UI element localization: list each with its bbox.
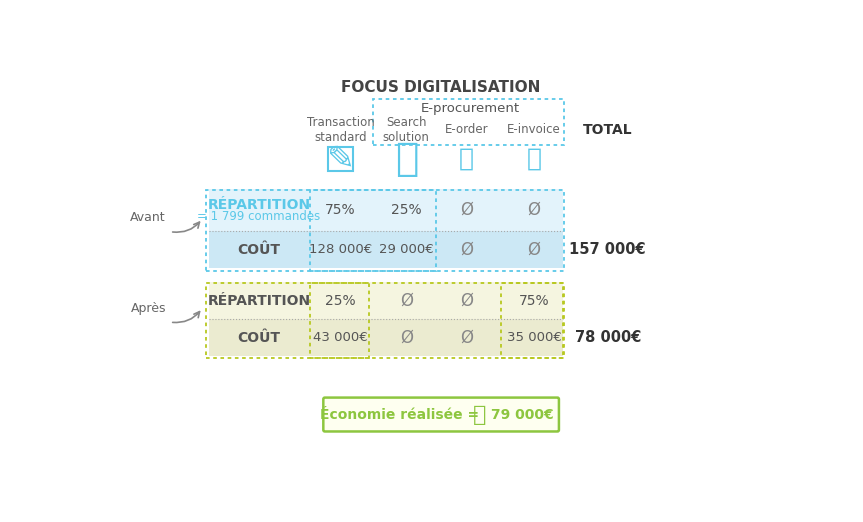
Bar [501,283,563,358]
Text: Ø: Ø [460,241,473,259]
Text: Ø: Ø [460,292,473,310]
Text: Search
solution: Search solution [383,116,430,144]
Text: ⌕: ⌕ [394,140,418,178]
Text: TOTAL: TOTAL [583,123,633,137]
Text: 75%: 75% [325,203,356,217]
Text: 35 000€: 35 000€ [507,331,562,344]
Bar [209,319,563,356]
Text: 25%: 25% [391,203,421,217]
Text: = 1 799 commandes: = 1 799 commandes [198,210,321,223]
Text: Ø: Ø [527,241,540,259]
Text: 25%: 25% [325,293,356,307]
Text: E-procurement: E-procurement [420,102,520,114]
Text: COÛT: COÛT [237,330,280,345]
Text: 78 000€: 78 000€ [575,330,641,345]
Text: Économie réalisée =: Économie réalisée = [320,408,484,422]
Text: 128 000€: 128 000€ [309,243,372,256]
Text: Ø: Ø [460,201,473,219]
Bar [206,189,564,270]
Text: Après: Après [130,302,166,315]
Text: Ø: Ø [400,292,413,310]
Bar [206,283,564,358]
Text: Transaction
standard: Transaction standard [306,116,375,144]
Text: COÛT: COÛT [237,243,280,257]
Text: Avant: Avant [130,211,166,224]
Text: Ø: Ø [400,328,413,347]
Text: RÉPARTITION: RÉPARTITION [207,293,311,307]
Text: RÉPARTITION: RÉPARTITION [207,198,311,212]
Bar [209,282,563,319]
Bar [310,283,369,358]
Bar [209,231,563,268]
Text: 🖨: 🖨 [526,147,542,171]
Bar [373,99,564,145]
FancyBboxPatch shape [324,398,559,432]
Text: 29 000€: 29 000€ [379,243,433,256]
Bar [310,189,436,270]
Text: 🛒: 🛒 [473,405,487,424]
Text: 157 000€: 157 000€ [570,242,646,257]
Text: E-order: E-order [445,123,488,136]
Text: 43 000€: 43 000€ [313,331,368,344]
Text: FOCUS DIGITALISATION: FOCUS DIGITALISATION [342,80,541,95]
Text: 79 000€: 79 000€ [491,408,554,422]
Text: E-invoice: E-invoice [507,123,561,136]
Bar [209,189,563,231]
Text: Ø: Ø [460,328,473,347]
Text: Ø: Ø [527,201,540,219]
Text: 75%: 75% [519,293,550,307]
Bar [328,147,353,171]
Text: 📲: 📲 [459,147,474,171]
Text: ✎: ✎ [326,143,355,175]
